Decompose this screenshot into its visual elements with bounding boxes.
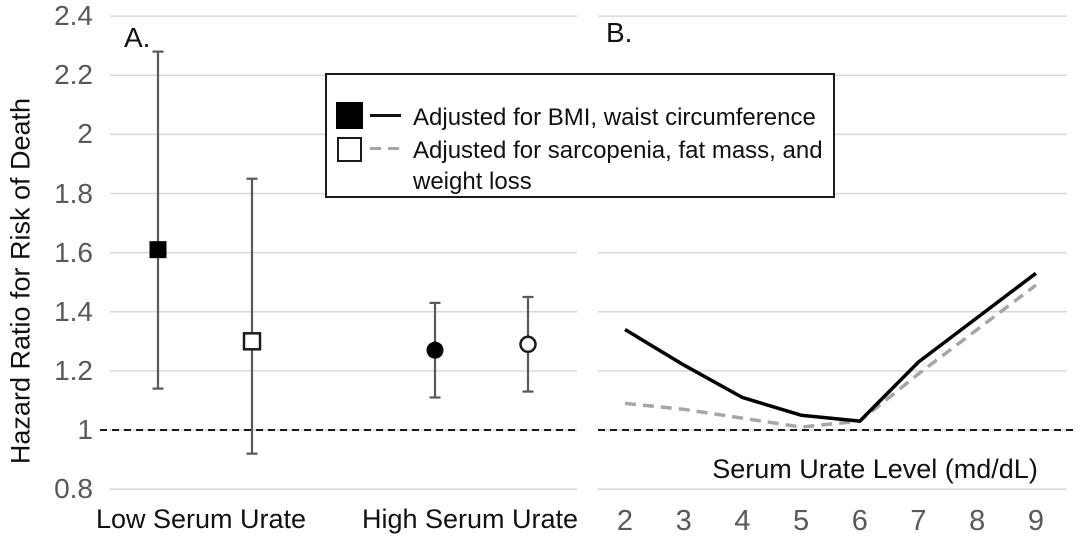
legend-open-square-marker-icon: [337, 137, 362, 162]
legend-filled-square-marker-icon: [336, 102, 363, 129]
marker-open-circle: [519, 335, 537, 354]
y-tick-label: 2.4: [54, 0, 93, 32]
legend-item-2-label-line-1: Adjusted for sarcopenia, fat mass, and: [413, 137, 823, 164]
y-tick-label: 1.6: [54, 236, 93, 268]
x-tick-label: 3: [675, 505, 692, 537]
y-tick-label: 1: [77, 414, 93, 445]
category-label-high-serum-urate: High Serum Urate: [361, 504, 579, 534]
marker-filled-circle: [426, 341, 444, 359]
x-tick-label: 2: [616, 505, 634, 537]
panel-b-label: B.: [606, 17, 633, 48]
y-tick-label: 2.2: [54, 59, 93, 91]
y-tick-label: 1.8: [54, 177, 93, 209]
panel-a-label: A.: [124, 22, 151, 53]
legend-solid-line-icon: [370, 114, 401, 117]
legend-item-2-label-line-2: weight loss: [413, 168, 532, 195]
marker-open-square: [242, 332, 262, 351]
marker-filled-square: [149, 241, 167, 259]
x-tick-label: 8: [969, 505, 986, 537]
x-axis-title-panel-b: Serum Urate Level (md/dL): [712, 454, 1038, 484]
x-tick-label: 9: [1027, 505, 1044, 537]
y-tick-label: 2: [77, 118, 93, 150]
y-tick-label: 0.8: [54, 473, 93, 505]
series-line-solid: [624, 271, 1037, 423]
category-label-low-serum-urate: Low Serum Urate: [95, 504, 307, 534]
x-tick-label: 5: [793, 505, 810, 537]
legend-item-1-label: Adjusted for BMI, waist circumference: [413, 104, 816, 131]
legend-dashed-line-icon: [370, 147, 404, 150]
x-tick-label: 6: [851, 505, 868, 537]
legend-box: Adjusted for BMI, waist circumference Ad…: [325, 73, 835, 198]
x-tick-label: 4: [734, 505, 751, 537]
x-tick-label: 7: [910, 505, 927, 537]
series-line-dashed: [624, 283, 1037, 429]
y-tick-label: 1.4: [54, 295, 93, 327]
y-tick-label: 1.2: [54, 354, 93, 386]
y-axis-title: Hazard Ratio for Risk of Death: [5, 97, 36, 465]
